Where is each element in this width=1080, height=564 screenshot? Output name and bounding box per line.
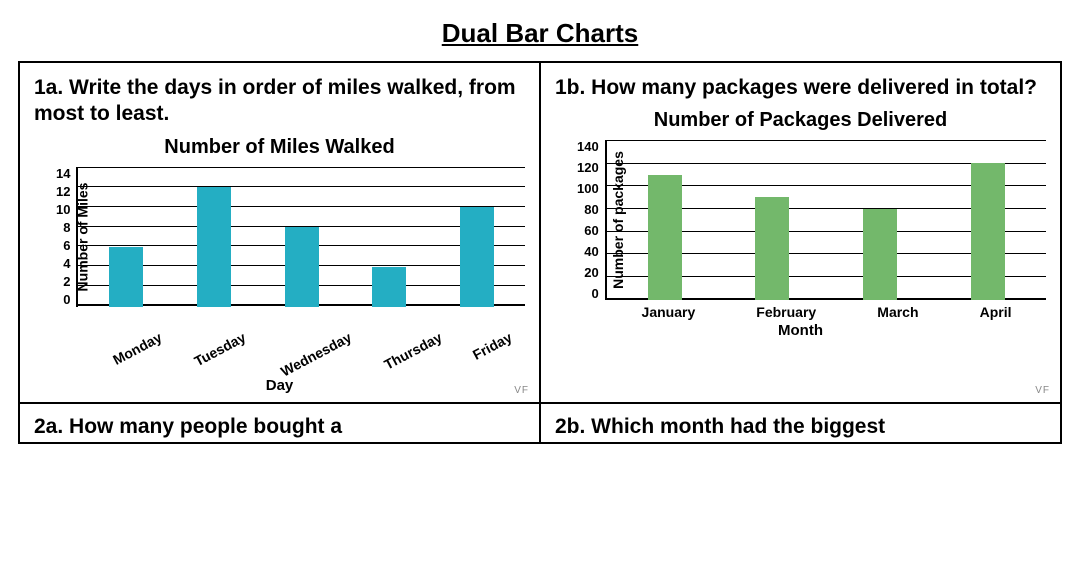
- cell-2a: 2a. How many people bought a: [20, 404, 541, 444]
- worksheet-grid-row2: 2a. How many people bought a 2b. Which m…: [18, 404, 1062, 444]
- bar: [648, 175, 682, 301]
- bar: [372, 267, 406, 307]
- ytick: 120: [577, 161, 599, 174]
- ytick: 12: [56, 185, 70, 198]
- xtick: February: [756, 304, 816, 320]
- ytick: 4: [63, 257, 70, 270]
- chart-1a-plot: [76, 167, 525, 307]
- chart-1b-xlabel: Month: [555, 322, 1046, 339]
- bar: [109, 247, 143, 307]
- xtick: Thursday: [381, 329, 444, 373]
- xtick: Friday: [470, 329, 515, 363]
- ytick: 0: [591, 287, 598, 300]
- ytick: 140: [577, 140, 599, 153]
- ytick: 2: [63, 275, 70, 288]
- ytick: 6: [63, 239, 70, 252]
- chart-1a-xticks: MondayTuesdayWednesdayThursdayFriday: [86, 307, 525, 345]
- page-title: Dual Bar Charts: [0, 0, 1080, 61]
- chart-1a-title: Number of Miles Walked: [34, 136, 525, 159]
- question-2a-text: 2a. How many people bought a: [34, 414, 525, 440]
- chart-1b-yticks: 140 120 100 80 60 40 20 0: [577, 140, 605, 300]
- xtick: Monday: [110, 329, 164, 368]
- bar: [863, 209, 897, 300]
- xtick: April: [980, 304, 1012, 320]
- ytick: 80: [584, 203, 598, 216]
- xtick: Wednesday: [278, 329, 354, 380]
- ytick: 40: [584, 245, 598, 258]
- cell-1b: 1b. How many packages were delivered in …: [541, 63, 1062, 404]
- ytick: 8: [63, 221, 70, 234]
- cell-1a: 1a. Write the days in order of miles wal…: [20, 63, 541, 404]
- xtick: January: [642, 304, 696, 320]
- chart-1a-xlabel: Day: [34, 377, 525, 394]
- ytick: 20: [584, 266, 598, 279]
- worksheet-grid: 1a. Write the days in order of miles wal…: [18, 61, 1062, 404]
- cell-2b: 2b. Which month had the biggest: [541, 404, 1062, 444]
- ytick: 100: [577, 182, 599, 195]
- ytick: 0: [63, 293, 70, 306]
- ytick: 60: [584, 224, 598, 237]
- footer-mark-1b: VF: [1035, 385, 1050, 396]
- chart-1b-title: Number of Packages Delivered: [555, 109, 1046, 132]
- question-2b-text: 2b. Which month had the biggest: [555, 414, 1046, 440]
- question-1a-text: 1a. Write the days in order of miles wal…: [34, 75, 525, 128]
- ytick: 10: [56, 203, 70, 216]
- footer-mark-1a: VF: [514, 385, 529, 396]
- chart-1b-xticks: January February March April: [607, 300, 1046, 320]
- chart-1a-yticks: 14 12 10 8 6 4 2 0: [56, 167, 76, 307]
- bar: [460, 207, 494, 307]
- bar: [197, 187, 231, 307]
- chart-1b: Number of packages 140120100806040200: [555, 140, 1046, 300]
- xtick: March: [877, 304, 918, 320]
- chart-1b-plot: [605, 140, 1046, 300]
- bar: [971, 163, 1005, 300]
- chart-1a: Number of Miles 14121086420: [34, 167, 525, 307]
- bar: [285, 227, 319, 307]
- ytick: 14: [56, 167, 70, 180]
- question-1b-text: 1b. How many packages were delivered in …: [555, 75, 1046, 101]
- bar: [755, 197, 789, 300]
- xtick: Tuesday: [191, 329, 248, 369]
